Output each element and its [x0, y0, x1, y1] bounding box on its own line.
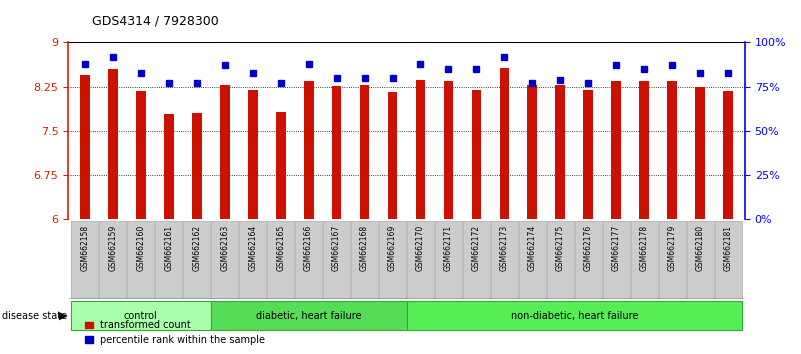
Text: GSM662164: GSM662164	[248, 225, 257, 272]
Bar	[388, 92, 397, 219]
Legend: transformed count, percentile rank within the sample: transformed count, percentile rank withi…	[81, 316, 269, 349]
Text: GSM662170: GSM662170	[416, 225, 425, 272]
Text: GSM662171: GSM662171	[444, 225, 453, 271]
Bar	[323, 221, 350, 299]
Bar	[611, 81, 621, 219]
Text: GSM662177: GSM662177	[612, 225, 621, 272]
Bar	[360, 85, 369, 219]
Bar	[332, 86, 341, 219]
Bar	[491, 221, 517, 299]
Text: GSM662180: GSM662180	[696, 225, 705, 271]
Bar	[239, 221, 266, 299]
Bar	[639, 81, 649, 219]
Bar	[155, 221, 182, 299]
Text: GSM662179: GSM662179	[668, 225, 677, 272]
Bar	[463, 221, 490, 299]
Bar	[211, 221, 238, 299]
Text: GSM662167: GSM662167	[332, 225, 341, 272]
Text: GSM662176: GSM662176	[584, 225, 593, 272]
Text: GSM662161: GSM662161	[164, 225, 173, 271]
Text: non-diabetic, heart failure: non-diabetic, heart failure	[510, 311, 638, 321]
Bar	[219, 85, 230, 219]
Bar	[70, 302, 211, 330]
Text: GSM662165: GSM662165	[276, 225, 285, 272]
Text: GSM662162: GSM662162	[192, 225, 201, 271]
Bar	[80, 75, 90, 219]
Bar	[351, 221, 378, 299]
Bar	[575, 221, 602, 299]
Bar	[416, 80, 425, 219]
Bar	[686, 221, 714, 299]
Bar	[164, 114, 174, 219]
Bar	[407, 221, 434, 299]
Bar	[71, 221, 99, 299]
Bar	[658, 221, 686, 299]
Bar	[519, 221, 545, 299]
Bar	[714, 221, 742, 299]
Text: GSM662174: GSM662174	[528, 225, 537, 272]
Text: diabetic, heart failure: diabetic, heart failure	[256, 311, 361, 321]
Bar	[211, 302, 406, 330]
Bar	[248, 90, 258, 219]
Bar	[444, 81, 453, 219]
Bar	[603, 221, 630, 299]
Bar	[723, 91, 733, 219]
Bar	[192, 113, 202, 219]
Bar	[99, 221, 127, 299]
Bar	[268, 221, 294, 299]
Text: GSM662158: GSM662158	[80, 225, 90, 271]
Bar	[304, 81, 313, 219]
Bar	[183, 221, 210, 299]
Bar	[631, 221, 658, 299]
Text: GSM662163: GSM662163	[220, 225, 229, 272]
Text: GSM662166: GSM662166	[304, 225, 313, 272]
Text: GDS4314 / 7928300: GDS4314 / 7928300	[92, 14, 219, 27]
Bar	[127, 221, 155, 299]
Text: GSM662160: GSM662160	[136, 225, 145, 272]
Bar	[435, 221, 462, 299]
Text: GSM662173: GSM662173	[500, 225, 509, 272]
Bar	[583, 90, 594, 219]
Bar	[547, 221, 574, 299]
Text: ▶: ▶	[58, 311, 67, 321]
Bar	[555, 85, 566, 219]
Bar	[695, 87, 705, 219]
Bar	[276, 112, 285, 219]
Bar	[500, 68, 509, 219]
Text: disease state: disease state	[2, 311, 66, 321]
Bar	[108, 69, 118, 219]
Bar	[667, 81, 677, 219]
Bar	[406, 302, 743, 330]
Bar	[136, 91, 146, 219]
Text: GSM662175: GSM662175	[556, 225, 565, 272]
Text: control: control	[124, 311, 158, 321]
Bar	[472, 90, 481, 219]
Text: GSM662181: GSM662181	[723, 225, 733, 271]
Bar	[296, 221, 322, 299]
Text: GSM662169: GSM662169	[388, 225, 397, 272]
Text: GSM662172: GSM662172	[472, 225, 481, 271]
Text: GSM662178: GSM662178	[640, 225, 649, 271]
Bar	[528, 85, 537, 219]
Text: GSM662159: GSM662159	[108, 225, 117, 272]
Bar	[379, 221, 406, 299]
Text: GSM662168: GSM662168	[360, 225, 369, 271]
